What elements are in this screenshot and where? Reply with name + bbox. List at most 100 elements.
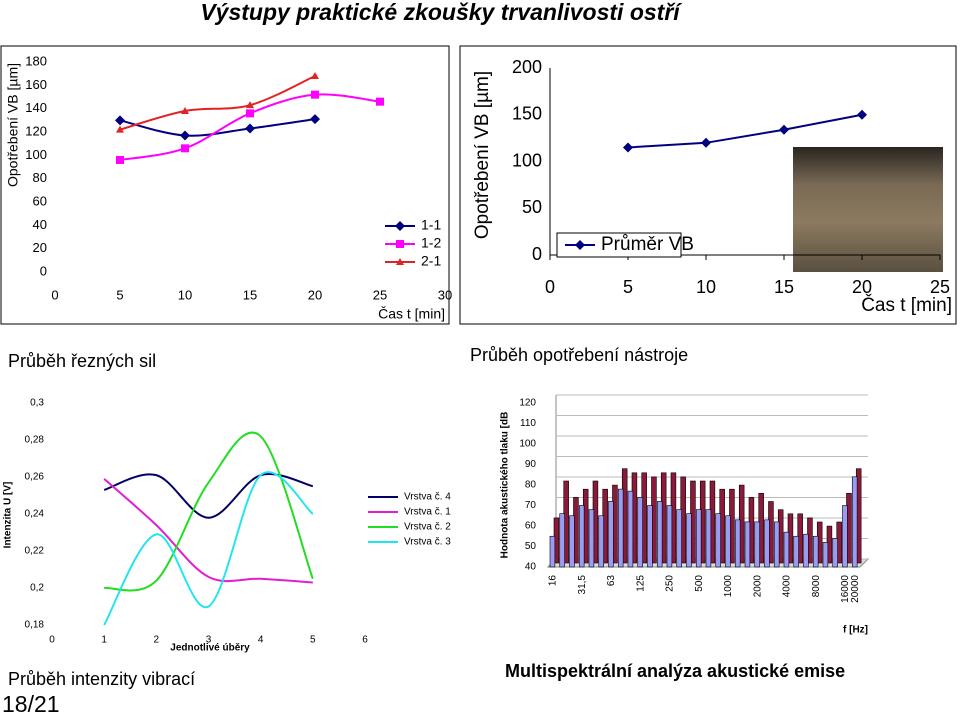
marker	[245, 123, 255, 134]
caption: Průběh intenzity vibrací	[8, 669, 195, 689]
y-tick-label: 0,24	[25, 509, 45, 520]
bar	[588, 509, 595, 568]
series-line	[119, 75, 316, 131]
y-tick-label: 150	[512, 104, 542, 124]
x-tick-label: 10	[178, 287, 192, 302]
legend-label: 2-1	[421, 253, 441, 269]
legend-label: Průměr VB	[601, 234, 694, 255]
y-tick-label: 70	[525, 500, 537, 511]
y-tick-label: 20	[33, 240, 47, 255]
x-tick-label: 5	[310, 635, 316, 646]
bar	[666, 505, 673, 568]
y-axis-label: Intenzita U [V]	[3, 482, 14, 549]
bar	[617, 488, 624, 568]
x-tick-label: 500	[694, 575, 705, 592]
legend-label: Vrstva č. 3	[404, 537, 451, 548]
y-tick-label: 0,2	[30, 583, 44, 594]
x-tick-label: 0	[51, 287, 58, 302]
y-tick-label: 60	[525, 521, 537, 532]
y-tick-label: 40	[525, 562, 537, 573]
bar	[559, 513, 565, 568]
marker	[623, 142, 633, 153]
x-tick-label: 20	[308, 287, 322, 302]
x-tick-label: 1000	[723, 575, 734, 598]
x-tick-label: 2000	[752, 575, 763, 598]
marker	[311, 90, 319, 99]
x-tick-label: 63	[606, 575, 617, 587]
bar	[744, 521, 751, 568]
bar	[764, 519, 770, 568]
x-tick-label: 20000	[850, 575, 861, 603]
caption: Multispektrální analýza akustické emise	[505, 661, 845, 681]
bar	[842, 505, 848, 568]
legend-marker	[396, 240, 404, 248]
x-tick-label: 2	[154, 635, 160, 646]
y-tick-label: 50	[522, 197, 542, 217]
y-tick-label: 160	[25, 77, 47, 92]
x-tick-label: 15	[774, 277, 794, 297]
tool-photo	[793, 147, 943, 272]
bar	[822, 542, 829, 568]
x-tick-label: 10	[696, 277, 716, 297]
x-tick-label: 30	[438, 287, 452, 302]
x-axis-label: f [Hz]	[843, 625, 868, 636]
chart-frame	[0, 45, 450, 325]
y-tick-label: 0	[532, 244, 542, 264]
bar	[793, 535, 799, 568]
marker	[701, 137, 711, 148]
marker	[779, 124, 789, 135]
caption: Průběh řezných sil	[8, 351, 156, 371]
y-tick-label: 0,18	[25, 620, 45, 631]
marker	[181, 144, 189, 153]
bar	[734, 519, 741, 568]
bar	[686, 513, 692, 568]
marker	[116, 156, 124, 164]
slide-title: Výstupy praktické zkoušky trvanlivosti o…	[200, 0, 682, 25]
bar	[705, 509, 712, 568]
bar	[754, 521, 760, 568]
y-tick-label: 90	[525, 459, 537, 470]
marker	[857, 109, 867, 120]
x-tick-label: 4000	[782, 575, 793, 598]
bar	[608, 501, 614, 568]
caption: Průběh opotřebení nástroje	[470, 345, 688, 365]
y-tick-label: 0,3	[30, 398, 44, 409]
x-axis-label: Jednotlivé úběry	[170, 643, 250, 654]
marker	[115, 115, 125, 126]
y-tick-label: 80	[525, 480, 537, 491]
x-tick-label: 31,5	[577, 575, 588, 595]
legend-marker	[395, 221, 405, 231]
bar	[656, 501, 663, 568]
y-tick-label: 0,28	[25, 435, 45, 446]
x-tick-label: 5	[116, 287, 123, 302]
x-tick-label: 16000	[840, 575, 851, 603]
legend-label: 1-2	[421, 235, 441, 251]
y-tick-label: 120	[519, 398, 536, 409]
x-tick-label: 0	[49, 635, 55, 646]
x-tick-label: 1	[101, 635, 107, 646]
x-tick-label: 125	[635, 575, 646, 592]
bar	[715, 513, 721, 568]
bar	[812, 535, 819, 568]
x-tick-label: 20	[852, 277, 872, 297]
legend-label: Vrstva č. 4	[404, 492, 451, 503]
series-line	[103, 471, 314, 626]
bar	[598, 515, 604, 568]
y-tick-label: 80	[33, 170, 47, 185]
legend-marker	[575, 240, 585, 250]
x-tick-label: 25	[930, 277, 950, 297]
series-line	[103, 478, 313, 584]
legend-label: 1-1	[421, 217, 441, 233]
bar	[783, 531, 790, 568]
legend-marker	[396, 258, 404, 265]
x-tick-label: 4	[258, 635, 264, 646]
x-tick-label: 5	[623, 277, 633, 297]
y-axis-label: Opotřebení VB [µm]	[5, 63, 21, 187]
bar	[627, 490, 634, 568]
x-tick-label: 250	[665, 575, 676, 592]
y-tick-label: 110	[520, 418, 536, 429]
y-tick-label: 50	[525, 541, 537, 552]
x-axis-label: Čas t [min]	[378, 306, 445, 322]
y-axis-label: Hodnota akustického tlaku [dB	[500, 412, 511, 559]
